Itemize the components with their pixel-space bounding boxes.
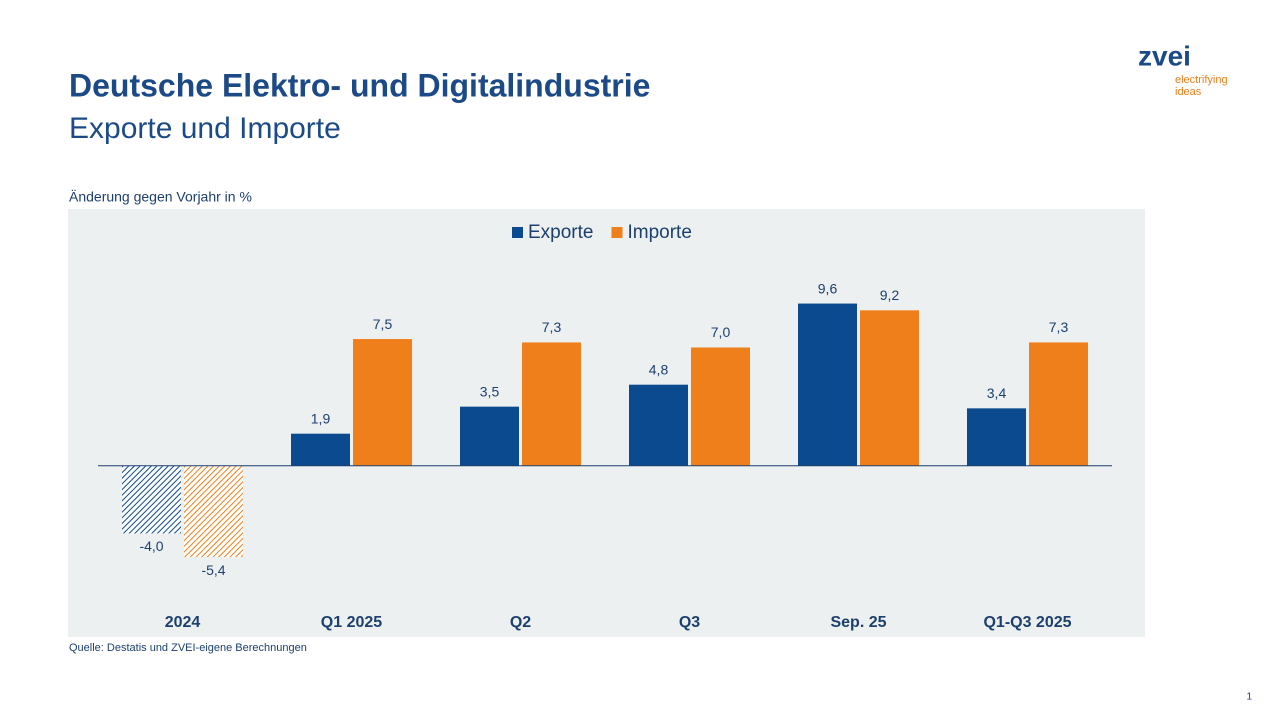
bar — [1029, 342, 1088, 466]
legend-label: Importe — [627, 222, 691, 243]
source: Quelle: Destatis und ZVEI-eigene Berechn… — [69, 642, 307, 654]
value-label: 9,6 — [818, 280, 838, 296]
value-label: 9,2 — [880, 287, 900, 303]
bar — [691, 347, 750, 466]
x-tick-label: Q2 — [510, 614, 531, 631]
bar — [460, 406, 519, 466]
y-axis-label: Änderung gegen Vorjahr in % — [69, 189, 252, 205]
logo-word: zvei — [1138, 40, 1191, 71]
page-number: 1 — [1246, 692, 1252, 703]
bar — [798, 303, 857, 466]
value-label: 7,0 — [711, 324, 731, 340]
value-label: -5,4 — [201, 562, 225, 578]
x-tick-label: Q1-Q3 2025 — [983, 614, 1071, 631]
value-label: 7,3 — [542, 319, 562, 335]
legend-swatch — [512, 227, 523, 238]
value-label: -4,0 — [139, 538, 163, 554]
logo-tagline: ideas — [1175, 86, 1202, 98]
subtitle: Exporte und Importe — [69, 112, 341, 145]
x-tick-label: Q3 — [679, 614, 700, 631]
plot-background — [68, 209, 1145, 637]
bar — [184, 465, 243, 558]
x-tick-label: Sep. 25 — [830, 614, 886, 631]
bar — [291, 433, 350, 466]
bar — [522, 342, 581, 466]
value-label: 7,3 — [1049, 319, 1069, 335]
value-label: 7,5 — [373, 316, 393, 332]
bar — [967, 408, 1026, 466]
x-tick-label: 2024 — [165, 614, 201, 631]
bar — [629, 384, 688, 466]
bar — [860, 310, 919, 466]
value-label: 1,9 — [311, 410, 331, 426]
value-label: 4,8 — [649, 361, 669, 377]
x-tick-label: Q1 2025 — [321, 614, 382, 631]
value-label: 3,5 — [480, 383, 500, 399]
legend-swatch — [611, 227, 623, 238]
value-label: 3,4 — [987, 385, 1007, 401]
bar — [353, 339, 412, 466]
legend-label: Exporte — [528, 222, 593, 243]
logo-tagline: electrifying — [1175, 74, 1228, 86]
title: Deutsche Elektro- und Digitalindustrie — [69, 67, 650, 103]
bar — [122, 465, 181, 534]
